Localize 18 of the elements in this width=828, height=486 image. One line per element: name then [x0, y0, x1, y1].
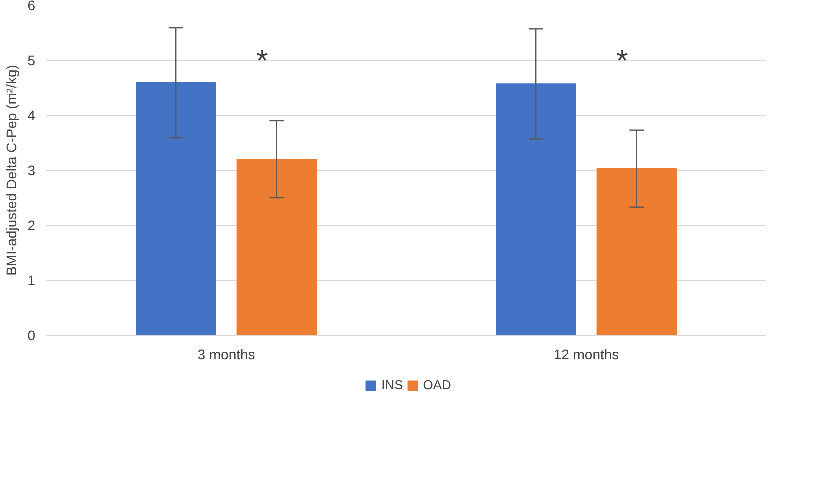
- bar: [496, 84, 576, 336]
- bar: [236, 159, 317, 336]
- y-tick-label: 0: [28, 328, 36, 344]
- x-tick-label: 12 months: [554, 346, 620, 362]
- y-tick-label: 2: [28, 218, 36, 234]
- annotation: *: [256, 45, 269, 78]
- y-tick-label: 4: [28, 108, 36, 124]
- y-tick-label: 3: [28, 162, 36, 178]
- annotation: *: [616, 45, 629, 78]
- y-tick-label: 1: [28, 272, 36, 288]
- bar: [136, 82, 216, 336]
- legend-label: OAD: [423, 378, 452, 392]
- y-tick-label: 5: [28, 52, 36, 68]
- bar: [596, 168, 677, 336]
- y-axis-title: BMI-adjusted Delta C-Pep (m²/kg): [4, 65, 20, 276]
- x-tick-label: 3 months: [198, 346, 256, 362]
- legend-label: INS: [382, 378, 404, 392]
- y-tick-label: 6: [28, 0, 36, 14]
